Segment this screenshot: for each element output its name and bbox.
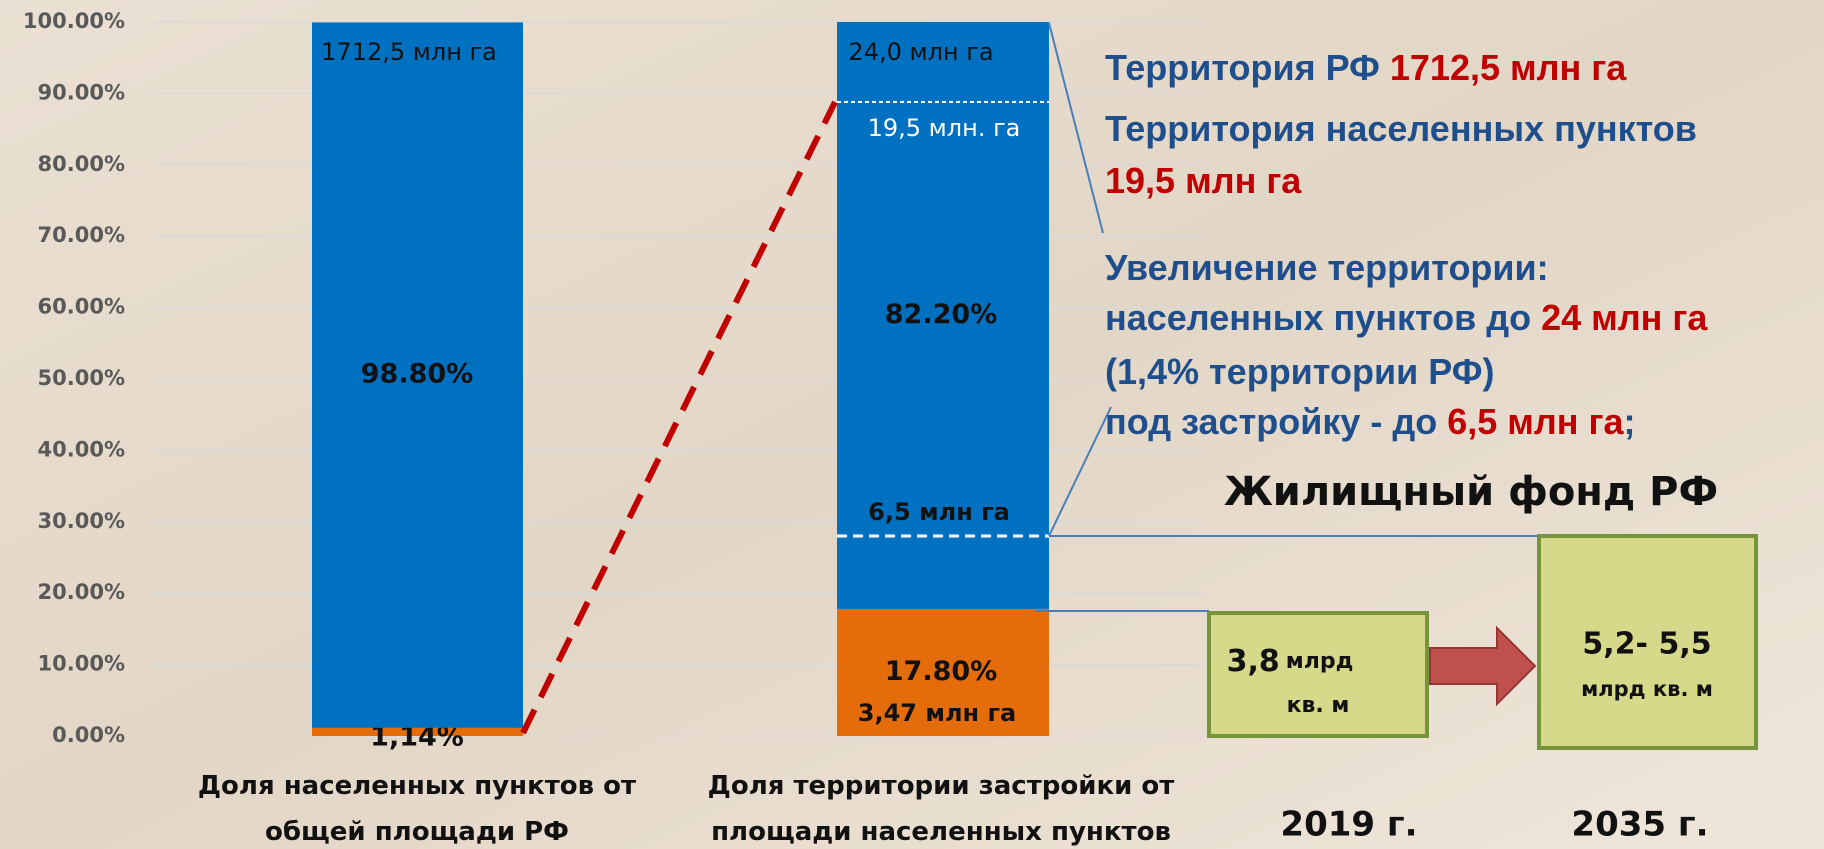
info-line: населенных пунктов до 24 млн га (1105, 297, 1708, 338)
y-tick-label: 50.00% (38, 366, 125, 390)
value-label: 98.80% (361, 359, 473, 390)
info-run: под застройку - до (1105, 401, 1447, 442)
year: 2035 г. (1571, 805, 1708, 845)
annotation: 6,5 млн га (868, 498, 1010, 526)
info-run: ; (1624, 401, 1636, 442)
annotation: 3,47 млн га (858, 699, 1016, 727)
info-run: 6,5 млн га (1447, 401, 1624, 442)
info-line: 19,5 млн га (1105, 160, 1302, 201)
info-run: (1,4% территории РФ) (1105, 351, 1494, 392)
info-line: Территория РФ 1712,5 млн га (1105, 47, 1627, 88)
y-tick-label: 40.00% (38, 437, 125, 461)
info-run: 19,5 млн га (1105, 160, 1302, 201)
info-run: 1712,5 млн га (1390, 47, 1627, 88)
chart: 0.00% 10.00% 20.00% 30.00% 40.00% 50.00% 60.00… (0, 0, 1824, 849)
y-tick-label: 60.00% (38, 295, 125, 319)
info-line: (1,4% территории РФ) (1105, 351, 1494, 392)
info-run: Территория РФ (1105, 47, 1390, 88)
value-label: 17.80% (885, 656, 997, 687)
y-tick-label: 20.00% (38, 580, 125, 604)
box-unit: млрд кв. м (1581, 677, 1713, 701)
value-label: 82.20% (885, 299, 997, 330)
y-tick-label: 10.00% (38, 652, 125, 676)
info-run: населенных пунктов до (1105, 297, 1541, 338)
y-tick-label: 30.00% (38, 509, 125, 533)
info-line: Увеличение территории: (1105, 247, 1549, 288)
annotation: 24,0 млн га (848, 38, 993, 66)
box-unit: кв. м (1287, 693, 1350, 718)
annotation: 1712,5 млн га (321, 38, 497, 66)
y-tick-label: 0.00% (52, 723, 125, 747)
info-run: 24 млн га (1541, 297, 1708, 338)
annotation: 19,5 млн. га (868, 114, 1021, 142)
y-tick-label: 80.00% (38, 152, 125, 176)
y-tick-label: 90.00% (38, 80, 125, 104)
housing-title: Жилищный фонд РФ (1224, 469, 1718, 515)
info-run: Территория населенных пунктов (1105, 108, 1697, 149)
info-line: Территория населенных пунктов (1105, 108, 1697, 149)
y-tick-label: 70.00% (38, 223, 125, 247)
info-run: Увеличение территории: (1105, 247, 1549, 288)
box-value: 5,2- 5,5 (1582, 627, 1711, 662)
year: 2019 г. (1280, 805, 1417, 845)
info-line: под застройку - до 6,5 млн га; (1105, 401, 1636, 442)
y-tick-label: 100.00% (23, 9, 125, 33)
